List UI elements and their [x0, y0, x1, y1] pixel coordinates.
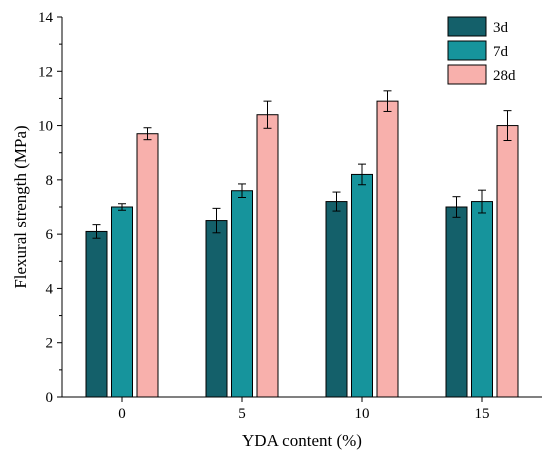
- y-tick-label: 10: [38, 119, 53, 135]
- bar-7d-5: [231, 190, 253, 398]
- bar-3d-10: [325, 201, 348, 398]
- bar-28d-15: [496, 125, 519, 398]
- x-tick-label: 0: [118, 406, 126, 422]
- legend-swatch-3d: [447, 16, 487, 37]
- legend-label-28d: 28d: [493, 68, 516, 84]
- bar-7d-0: [111, 206, 133, 398]
- bars-layer: [85, 90, 519, 398]
- y-tick-label: 2: [46, 336, 54, 352]
- x-tick-label: 15: [475, 406, 490, 422]
- y-tick-label: 12: [38, 64, 53, 80]
- bar-28d-5: [256, 114, 279, 398]
- legend-swatch-7d: [447, 40, 487, 61]
- y-tick-label: 0: [46, 390, 54, 406]
- x-axis-title: YDA content (%): [242, 431, 362, 450]
- axes-layer: 0 5 10 15 0 2 4 6 8 10 12 14: [38, 10, 542, 422]
- legend: 3d 7d 28d: [447, 16, 516, 85]
- y-axis-title: Flexural strength (MPa): [11, 125, 30, 288]
- bar-3d-5: [205, 220, 228, 398]
- legend-label-3d: 3d: [493, 20, 509, 36]
- bar-7d-15: [471, 201, 493, 398]
- x-tick-label: 5: [238, 406, 246, 422]
- bar-3d-15: [445, 206, 468, 398]
- y-tick-label: 6: [46, 227, 54, 243]
- bar-28d-10: [376, 100, 399, 398]
- y-tick-label: 8: [46, 173, 54, 189]
- legend-swatch-28d: [447, 64, 487, 85]
- y-tick-label: 14: [38, 10, 54, 26]
- bar-28d-0: [136, 133, 159, 398]
- bar-7d-10: [351, 173, 373, 398]
- y-tick-label: 4: [46, 281, 54, 297]
- legend-label-7d: 7d: [493, 44, 509, 60]
- bar-3d-0: [85, 230, 108, 398]
- x-tick-label: 10: [355, 406, 370, 422]
